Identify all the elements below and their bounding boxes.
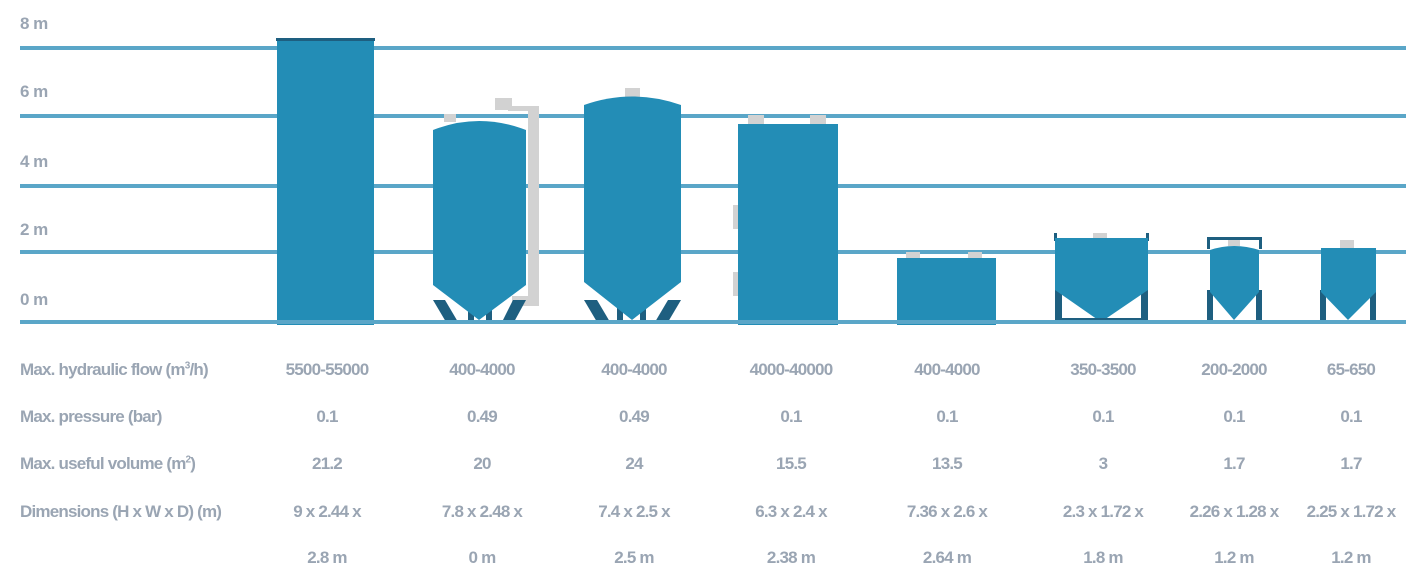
frame-part [1340,240,1354,248]
y-axis-label-8: 8 m [20,14,48,33]
cell-dimensions-unit-5: 7.36 x 2.6 x [906,502,988,521]
cell-dimensions-depth-unit-5: 2.64 m [922,548,972,567]
unit-7-mini-hopper-frame [1207,237,1262,322]
unit-4-rect [738,124,838,325]
frame-part [733,272,741,296]
cell-volume-unit-5: 13.5 [932,454,963,473]
cell-pressure-unit-2: 0.49 [467,407,498,426]
unit-8-mini-hopper [1320,248,1376,322]
cell-dimensions-unit-7: 2.26 x 1.28 x [1189,502,1280,521]
cell-dimensions-unit-2: 7.8 x 2.48 x [441,502,523,521]
unit-3-dome-cone [584,96,681,322]
row-label-text: Max. useful volume (m [20,454,186,473]
cell-pressure-unit-3: 0.49 [619,407,650,426]
frame-part [810,115,826,125]
cell-flow-unit-1: 5500-55000 [285,360,370,379]
cell-flow-unit-8: 65-650 [1326,360,1376,379]
row-label-sup: 2 [185,454,192,466]
cell-pressure-unit-5: 0.1 [936,407,958,426]
gridline-4m [20,184,1406,188]
frame-part [1093,233,1107,241]
unit-1-tall-rect [276,38,375,325]
unit-5-low-rect [897,258,996,325]
cell-volume-unit-3: 24 [625,454,643,473]
frame-part [444,114,456,122]
row-label-hydraulic-flow: Max. hydraulic flow (m3/h) [20,360,209,380]
frame-part [748,115,764,125]
cell-pressure-unit-4: 0.1 [780,407,802,426]
cell-volume-unit-4: 15.5 [776,454,807,473]
cell-flow-unit-7: 200-2000 [1201,360,1267,379]
row-label-suffix: ) [190,454,196,473]
frame-part [1228,240,1240,246]
cell-flow-unit-5: 400-4000 [914,360,980,379]
row-label-text: Dimensions (H x W x D) (m) [20,502,222,521]
unit-2-cone-legs [433,121,526,322]
y-axis-label-2: 2 m [20,220,48,239]
cell-volume-unit-7: 1.7 [1223,454,1245,473]
cell-volume-unit-1: 21.2 [312,454,343,473]
row-label-dimensions: Dimensions (H x W x D) (m) [20,502,222,522]
cell-volume-unit-6: 3 [1098,454,1108,473]
cell-pressure-unit-7: 0.1 [1223,407,1245,426]
cell-dimensions-unit-4: 6.3 x 2.4 x [755,502,827,521]
cell-dimensions-unit-8: 2.25 x 1.72 x [1306,502,1397,521]
gridline-0m [20,320,1406,324]
row-label-useful-volume: Max. useful volume (m2) [20,454,196,474]
y-axis-label-6: 6 m [20,82,48,101]
gridline-6m [20,114,1406,118]
cell-dimensions-unit-6: 2.3 x 1.72 x [1062,502,1144,521]
cell-dimensions-depth-unit-2: 0 m [468,548,497,567]
cell-flow-unit-2: 400-4000 [449,360,515,379]
cell-dimensions-depth-unit-4: 2.38 m [766,548,816,567]
unit-6-small-hopper [1054,233,1149,322]
row-label-sup: 3 [184,360,191,372]
cell-volume-unit-2: 20 [473,454,491,473]
cell-dimensions-unit-3: 7.4 x 2.5 x [598,502,670,521]
frame-part [625,88,640,98]
y-axis-label-4: 4 m [20,152,48,171]
cell-flow-unit-3: 400-4000 [601,360,667,379]
cell-dimensions-depth-unit-6: 1.8 m [1083,548,1123,567]
cell-pressure-unit-8: 0.1 [1340,407,1362,426]
frame-part [528,106,539,306]
cell-flow-unit-4: 4000-40000 [749,360,834,379]
cell-pressure-unit-1: 0.1 [316,407,338,426]
cell-flow-unit-6: 350-3500 [1070,360,1136,379]
cell-dimensions-depth-unit-7: 1.2 m [1214,548,1254,567]
row-label-text: Max. pressure (bar) [20,407,162,426]
frame-part [508,106,538,111]
frame-part [968,252,982,260]
frame-part [495,98,512,110]
frame-part [906,252,920,260]
y-axis-label-0: 0 m [20,290,48,309]
cell-pressure-unit-6: 0.1 [1092,407,1114,426]
row-label-pressure: Max. pressure (bar) [20,407,162,427]
gridline-8m [20,46,1406,50]
row-label-suffix: /h) [189,360,208,379]
cell-dimensions-depth-unit-8: 1.2 m [1331,548,1371,567]
cell-dimensions-unit-1: 9 x 2.44 x [293,502,361,521]
frame-part [733,205,741,229]
equipment-silhouettes [276,38,1376,325]
cell-dimensions-depth-unit-1: 2.8 m [307,548,347,567]
gridline-2m [20,250,1406,254]
cell-dimensions-depth-unit-3: 2.5 m [614,548,654,567]
row-label-text: Max. hydraulic flow (m [20,360,186,379]
cell-volume-unit-8: 1.7 [1340,454,1362,473]
